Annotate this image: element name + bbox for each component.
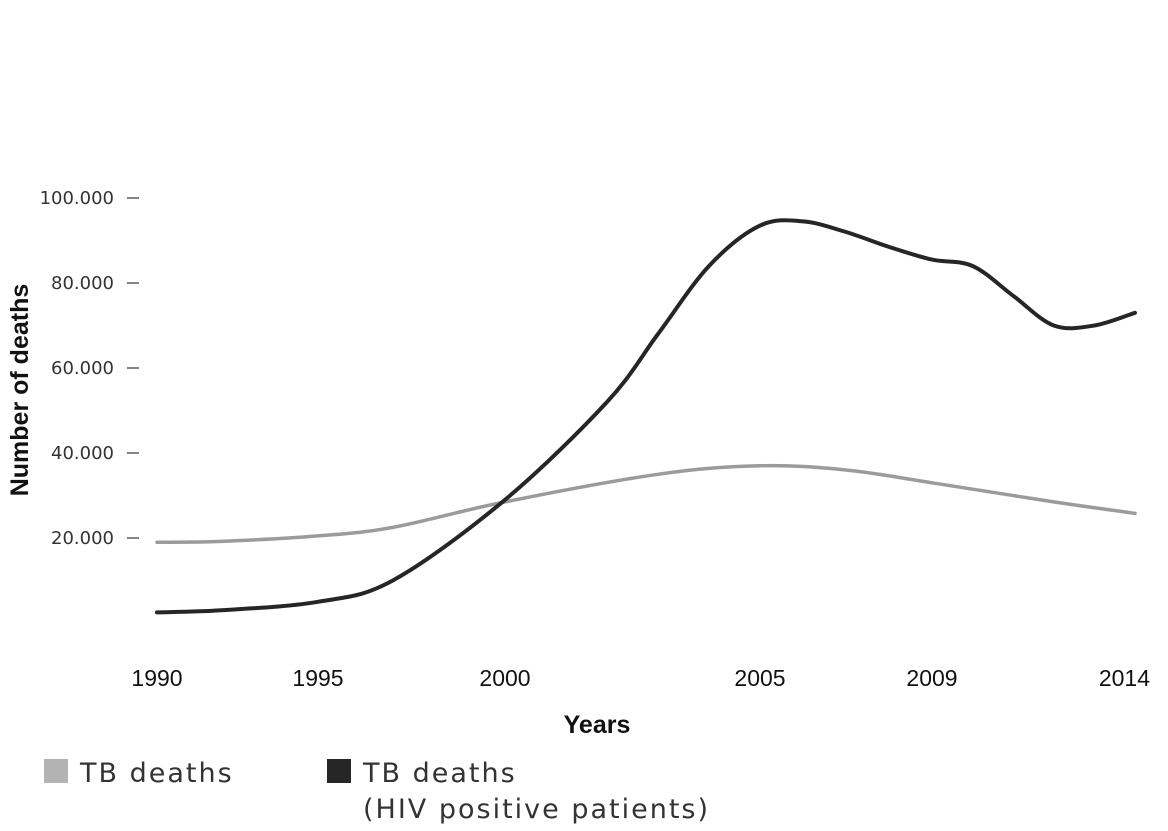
- y-tick-label: 20.000: [51, 528, 114, 549]
- legend: TB deaths TB deaths (HIV positive patien…: [44, 756, 1144, 828]
- y-tick-label: 80.000: [51, 273, 114, 294]
- x-tick-label: 2005: [734, 665, 785, 691]
- y-axis-ticks: 20.000 40.000 60.000 80.000 100.000: [40, 188, 139, 549]
- legend-label-tb-deaths: TB deaths: [80, 758, 234, 789]
- y-tick-label: 40.000: [51, 443, 114, 464]
- x-axis-ticks: 1990 1995 2000 2005 2009 2014: [131, 665, 1150, 691]
- x-tick-label: 2000: [479, 665, 530, 691]
- series-lines: [155, 218, 1137, 615]
- x-tick-label: 1990: [131, 665, 182, 691]
- y-tick-label: 60.000: [51, 358, 114, 379]
- y-axis-title: Number of deaths: [6, 284, 34, 497]
- legend-label-tb-deaths-hiv: TB deaths (HIV positive patients): [363, 758, 711, 825]
- line-chart: 20.000 40.000 60.000 80.000 100.000 1990 1995…: [6, 188, 1150, 739]
- legend-swatch-tb-deaths: [44, 759, 68, 783]
- series-line-tb-deaths: [155, 463, 1137, 545]
- x-tick-label: 2009: [906, 665, 957, 691]
- x-axis-title: Years: [564, 711, 631, 739]
- series-line-tb-deaths-hiv: [155, 218, 1137, 615]
- legend-swatch-tb-deaths-hiv: [327, 759, 351, 783]
- y-tick-label: 100.000: [40, 188, 114, 209]
- x-tick-label: 1995: [292, 665, 343, 691]
- x-tick-label: 2014: [1099, 665, 1150, 691]
